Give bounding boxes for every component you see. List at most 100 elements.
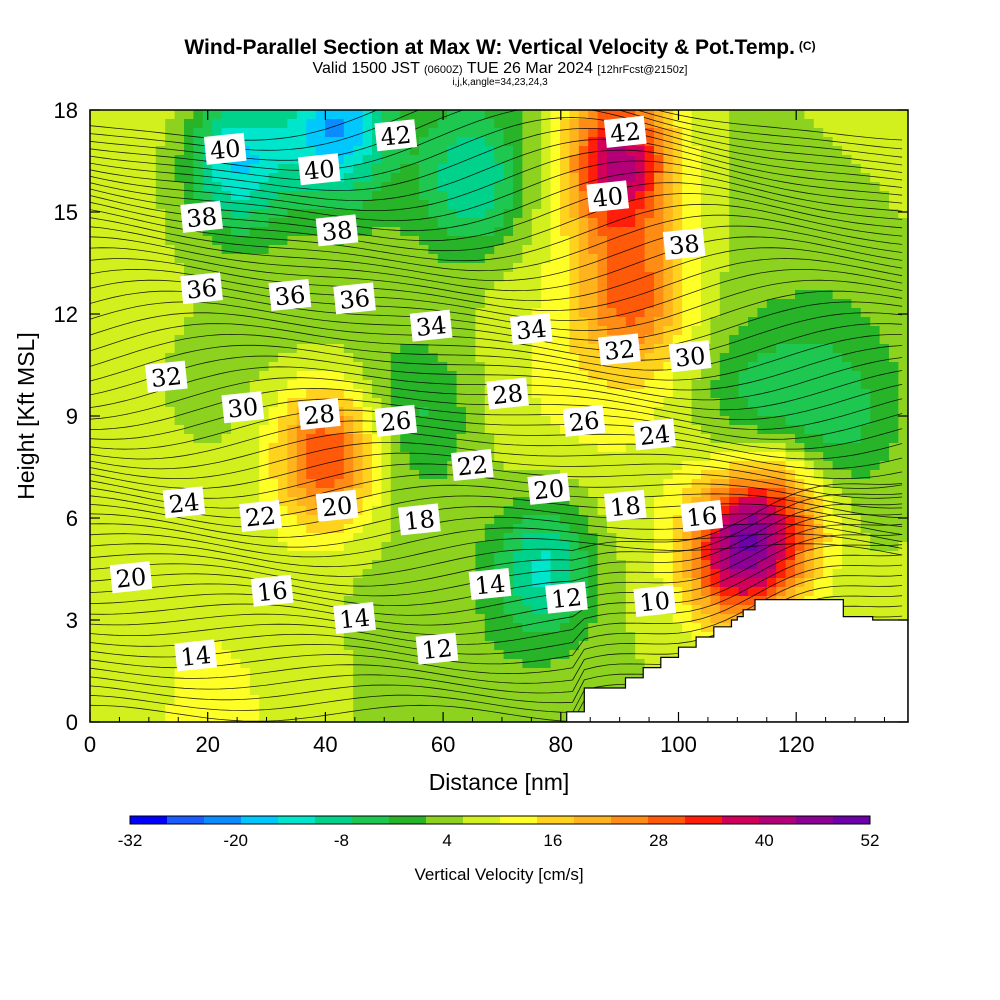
- field-cell: [729, 236, 740, 246]
- field-cell: [240, 578, 251, 588]
- field-cell: [889, 353, 899, 363]
- field-cell: [212, 524, 223, 534]
- field-cell: [748, 524, 758, 534]
- field-cell: [851, 128, 862, 138]
- field-cell: [494, 479, 505, 489]
- field-cell: [738, 209, 749, 219]
- field-cell: [588, 506, 599, 516]
- field-cell: [748, 497, 758, 507]
- field-cell: [776, 191, 787, 201]
- field-cell: [127, 452, 138, 462]
- field-cell: [296, 389, 307, 399]
- field-cell: [804, 578, 815, 588]
- field-cell: [898, 308, 908, 318]
- field-cell: [146, 110, 157, 120]
- field-cell: [240, 209, 251, 219]
- field-cell: [522, 119, 533, 129]
- field-cell: [832, 407, 843, 417]
- field-cell: [823, 443, 834, 453]
- field-cell: [738, 245, 749, 255]
- field-cell: [513, 200, 523, 210]
- field-cell: [90, 461, 100, 471]
- field-cell: [137, 245, 147, 255]
- field-cell: [588, 335, 599, 345]
- field-cell: [907, 560, 908, 570]
- field-cell: [287, 218, 298, 228]
- field-cell: [184, 245, 194, 255]
- field-cell: [390, 461, 401, 471]
- field-cell: [108, 371, 119, 381]
- field-cell: [221, 227, 232, 237]
- field-cell: [315, 335, 326, 345]
- field-cell: [372, 497, 382, 507]
- field-cell: [729, 326, 740, 336]
- field-cell: [842, 236, 852, 246]
- field-cell: [99, 452, 110, 462]
- field-cell: [437, 200, 448, 210]
- field-cell: [635, 308, 646, 318]
- field-cell: [306, 281, 317, 291]
- field-cell: [842, 128, 852, 138]
- field-cell: [231, 605, 241, 615]
- field-cell: [268, 569, 279, 579]
- field-cell: [879, 182, 890, 192]
- field-cell: [475, 407, 486, 417]
- field-cell: [137, 191, 147, 201]
- field-cell: [428, 587, 439, 597]
- field-cell: [578, 299, 589, 309]
- field-cell: [804, 533, 815, 543]
- field-cell: [691, 272, 702, 282]
- field-cell: [315, 560, 326, 570]
- field-cell: [832, 317, 843, 327]
- field-cell: [889, 587, 899, 597]
- field-cell: [860, 245, 871, 255]
- field-cell: [560, 128, 570, 138]
- field-cell: [343, 371, 354, 381]
- field-cell: [588, 380, 599, 390]
- field-cell: [165, 110, 176, 120]
- field-cell: [127, 353, 138, 363]
- field-cell: [804, 434, 815, 444]
- field-cell: [701, 236, 711, 246]
- field-cell: [823, 146, 834, 156]
- field-cell: [155, 182, 166, 192]
- field-cell: [484, 218, 495, 228]
- field-cell: [494, 551, 505, 561]
- field-cell: [343, 155, 354, 165]
- field-cell: [400, 209, 411, 219]
- field-cell: [588, 551, 599, 561]
- field-cell: [832, 128, 843, 138]
- field-cell: [682, 470, 693, 480]
- field-cell: [719, 209, 730, 219]
- field-cell: [400, 353, 411, 363]
- field-cell: [240, 353, 251, 363]
- field-cell: [315, 488, 326, 498]
- field-cell: [90, 569, 100, 579]
- field-cell: [569, 209, 580, 219]
- field-cell: [682, 128, 693, 138]
- field-cell: [184, 173, 194, 183]
- field-cell: [437, 236, 448, 246]
- field-cell: [550, 353, 561, 363]
- field-cell: [494, 191, 505, 201]
- field-cell: [870, 542, 881, 552]
- field-cell: [447, 416, 458, 426]
- field-cell: [146, 461, 157, 471]
- field-cell: [428, 479, 439, 489]
- field-cell: [146, 128, 157, 138]
- field-cell: [231, 281, 241, 291]
- field-cell: [409, 281, 420, 291]
- field-cell: [409, 452, 420, 462]
- field-cell: [889, 425, 899, 435]
- field-cell: [118, 128, 129, 138]
- field-cell: [221, 596, 232, 606]
- field-cell: [447, 497, 458, 507]
- field-cell: [813, 254, 824, 264]
- field-cell: [306, 488, 317, 498]
- field-cell: [409, 308, 420, 318]
- field-cell: [879, 569, 890, 579]
- field-cell: [118, 317, 129, 327]
- field-cell: [550, 416, 561, 426]
- field-cell: [757, 227, 768, 237]
- field-cell: [231, 452, 241, 462]
